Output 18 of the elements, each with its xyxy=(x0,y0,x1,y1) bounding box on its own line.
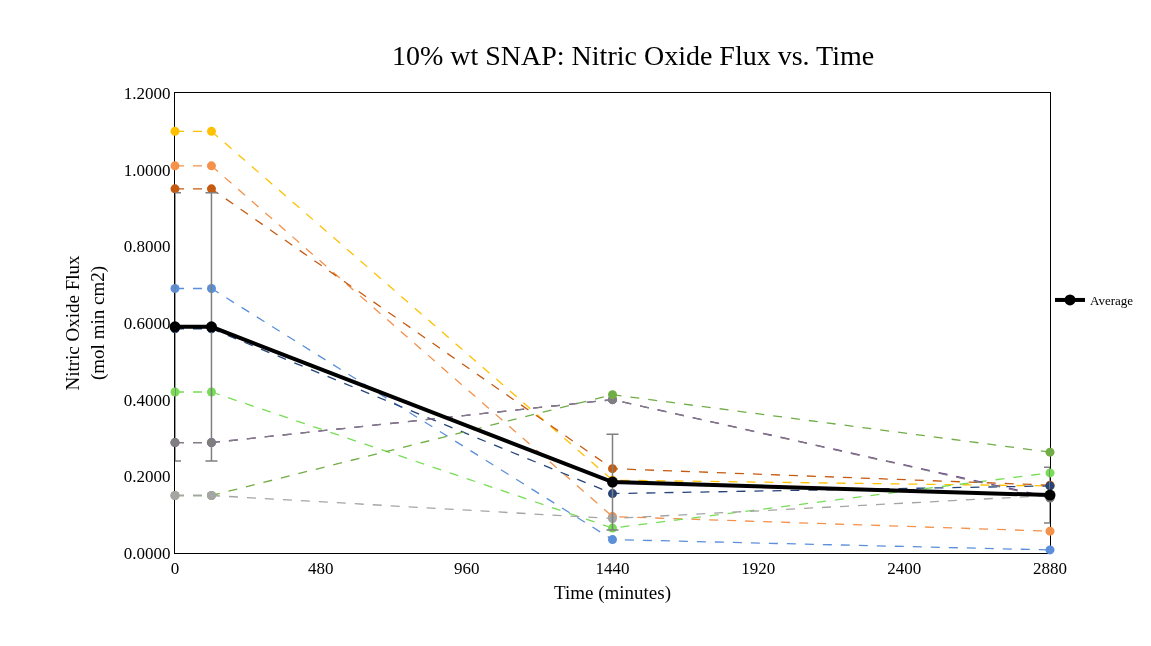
x-tick-label: 480 xyxy=(308,559,334,579)
y-tick-label: 0.2000 xyxy=(123,467,171,487)
x-axis-title: Time (minutes) xyxy=(554,582,671,605)
x-tick-label: 0 xyxy=(170,559,180,579)
y-tick-label: 0.6000 xyxy=(123,313,171,333)
x-tick-label: 2880 xyxy=(1033,559,1067,579)
y-axis-title: Nitric Oxide Flux (mol min cm2) xyxy=(62,254,109,391)
y-tick-label: 1.2000 xyxy=(123,83,171,103)
x-tick-label: 1920 xyxy=(741,559,776,579)
x-tick-label: 2400 xyxy=(887,559,922,579)
y-tick-label: 1.0000 xyxy=(123,160,171,180)
y-tick-label: 0.4000 xyxy=(123,390,171,410)
y-tick-label: 0.8000 xyxy=(123,237,171,257)
chart-title: 10% wt SNAP: Nitric Oxide Flux vs. Time xyxy=(391,39,875,71)
y-tick-label: 0.0000 xyxy=(123,543,171,563)
x-tick-label: 960 xyxy=(453,559,480,579)
legend-label: Average xyxy=(1090,293,1134,309)
x-tick-label: 1440 xyxy=(595,559,630,579)
